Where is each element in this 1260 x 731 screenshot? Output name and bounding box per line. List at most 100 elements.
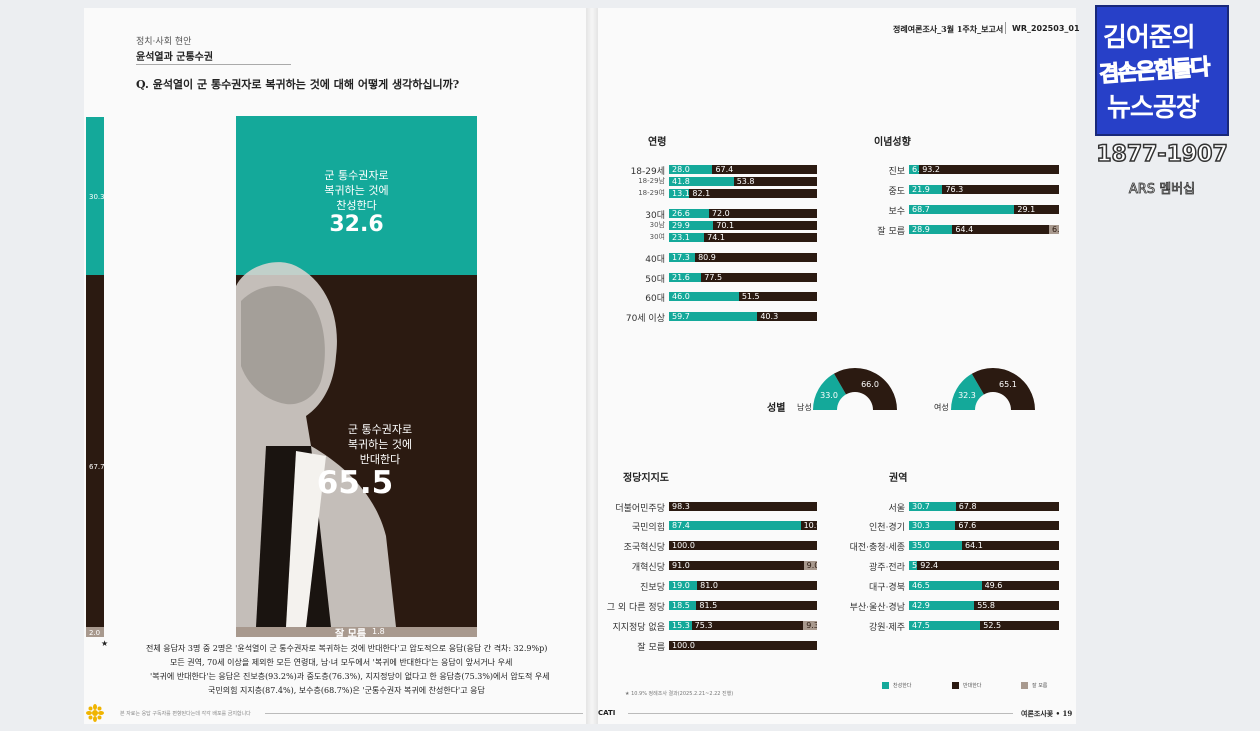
party-label-2: 조국혁신당: [623, 543, 665, 553]
page-title: 윤석열과 군통수권: [136, 52, 214, 63]
age-bar-5-oppose: 74.1: [704, 233, 817, 242]
party-bar-6-unknown: 9.3: [803, 621, 817, 630]
side-oppose-label: 67.7: [89, 463, 105, 471]
region-bar-6-support: 47.5: [909, 621, 981, 630]
support-caption-2: 복귀하는 것에: [324, 184, 389, 197]
party-bar-3-oppose: 91.0: [669, 561, 804, 570]
gender-label-1-oppose: 65.1: [999, 380, 1017, 389]
age-bar-7-support: 21.6: [669, 273, 702, 282]
age-bar-1: 41.8 53.8: [669, 177, 817, 186]
region-bar-3-oppose: 92.4: [917, 561, 1059, 570]
region-label-4: 대구·경북: [869, 583, 905, 593]
region-bar-6-oppose: 52.5: [980, 621, 1059, 630]
age-bar-9-oppose: 40.3: [757, 312, 817, 321]
footer-page-number: 여론조사꽃 • 19: [1021, 709, 1073, 718]
gender-arc-1-support: [951, 373, 985, 411]
age-bar-8: 46.0 51.5: [669, 292, 817, 301]
main-unknown-block: [236, 627, 477, 637]
report-code: WR_202503_01: [1012, 24, 1080, 33]
side-bar-oppose: [86, 275, 104, 627]
ideology-bar-2-oppose: 29.1: [1014, 205, 1059, 214]
region-bar-1-oppose: 67.6: [955, 521, 1059, 530]
region-bar-4-oppose: 49.6: [981, 581, 1059, 590]
gender-arc-0-support: [813, 373, 847, 411]
age-bar-2: 13.1 82.1: [669, 189, 817, 198]
region-bar-2-support: 35.0: [909, 541, 962, 550]
party-bar-4-oppose: 81.0: [697, 581, 817, 590]
gender-label-1-support: 32.3: [958, 391, 976, 400]
side-bar-unknown: [86, 627, 104, 637]
age-bar-4: 29.9 70.1: [669, 221, 817, 230]
ideology-bar-0: 6.893.2: [909, 165, 1059, 174]
ars-phone-number: 1877-1907: [1095, 141, 1228, 168]
summary-line-1: 전체 응답자 3명 중 2명은 '윤석열이 군 통수권자로 복귀하는 것에 반대…: [146, 644, 548, 653]
ideology-bar-0-support: 6.8: [909, 165, 920, 174]
ideology-bar-1-support: 21.9: [909, 185, 943, 194]
female-label: 여성: [934, 403, 949, 412]
support-value: 32.6: [329, 212, 384, 237]
region-label-0: 서울: [888, 504, 905, 514]
ideology-bar-0-oppose: 93.2: [919, 165, 1059, 174]
age-label-2: 18-29여: [638, 189, 665, 197]
region-bar-1-support: 30.3: [909, 521, 956, 530]
legend-oppose-swatch: [952, 682, 959, 689]
party-bar-6-support: 15.3: [669, 621, 692, 630]
support-caption-1: 군 통수권자로: [324, 169, 389, 182]
main-result-panel: [236, 116, 477, 637]
oppose-value: 65.5: [316, 465, 394, 501]
party-bar-2-oppose: 100.0: [669, 541, 817, 550]
logo-line-1: 김어준의: [1103, 23, 1196, 53]
region-section-title: 권역: [889, 473, 908, 484]
age-bar-0: 28.0 67.4: [669, 165, 817, 174]
party-bar-7: 100.0: [669, 641, 817, 650]
portrait-silhouette: [236, 262, 396, 627]
ideology-label-3: 잘 모름: [877, 227, 905, 237]
age-bar-0-support: 28.0: [669, 165, 713, 174]
age-bar-1-oppose: 53.8: [733, 177, 817, 186]
unknown-caption: 잘 모름: [335, 629, 367, 640]
header-divider: [1005, 22, 1006, 34]
party-label-5: 그 외 다른 정당: [606, 603, 665, 613]
region-label-2: 대전·충청·세종: [849, 543, 905, 553]
age-bar-7: 21.6 77.5: [669, 273, 817, 282]
legend-unknown-label: 잘 모름: [1032, 683, 1048, 689]
news-factory-logo: 김어준의 겸손은힘들다 뉴스공장: [1095, 5, 1229, 136]
age-bar-6-oppose: 80.9: [695, 253, 817, 262]
summary-line-2: 모든 권역, 70세 이상을 제외한 모든 연령대, 남·녀 모두에서 '복귀에…: [170, 658, 513, 667]
oppose-caption-3: 반대한다: [359, 453, 401, 466]
age-bar-9: 59.7 40.3: [669, 312, 817, 321]
age-label-8: 60대: [645, 294, 665, 304]
region-bar-6: 47.5 52.5: [909, 621, 1059, 630]
gender-label-0-oppose: 66.0: [861, 380, 879, 389]
legend-support-label: 찬성한다: [893, 683, 912, 689]
region-bar-0: 30.7 67.8: [909, 502, 1059, 511]
region-label-3: 광주·전라: [869, 563, 905, 573]
region-bar-0-support: 30.7: [909, 502, 956, 511]
side-support-label: 30.3: [89, 193, 105, 201]
region-bar-5: 42.9 55.8: [909, 601, 1059, 610]
age-bar-4-support: 29.9: [669, 221, 714, 230]
age-bar-5: 23.1 74.1: [669, 233, 817, 242]
party-section-title: 정당지지도: [623, 473, 669, 484]
age-label-4: 30남: [649, 221, 665, 229]
age-bar-0-oppose: 67.4: [712, 165, 817, 174]
ideology-bar-3-unknown: 6.7: [1048, 225, 1059, 234]
party-bar-3: 91.0 9.0: [669, 561, 817, 570]
region-bar-2-oppose: 64.1: [961, 541, 1059, 550]
ideology-label-1: 중도: [888, 187, 905, 197]
title-divider: [136, 64, 291, 65]
party-bar-0-oppose: 98.3: [669, 502, 817, 511]
age-label-3: 30대: [645, 211, 665, 221]
ideology-section-title: 이념성향: [874, 137, 911, 148]
report-name: 정례여론조사_3월 1주차_보고서: [893, 24, 1004, 34]
footer-line-right: [628, 713, 1013, 714]
logo-line-3: 뉴스공장: [1107, 93, 1200, 123]
category-label: 정치·사회 현안: [136, 37, 192, 47]
age-bar-2-oppose: 82.1: [689, 189, 817, 198]
party-label-6: 지지정당 없음: [612, 623, 665, 633]
age-bar-6: 17.3 80.9: [669, 253, 817, 262]
party-bar-4: 19.0 81.0: [669, 581, 817, 590]
age-label-5: 30여: [649, 233, 665, 241]
region-label-6: 강원·제주: [869, 623, 905, 633]
